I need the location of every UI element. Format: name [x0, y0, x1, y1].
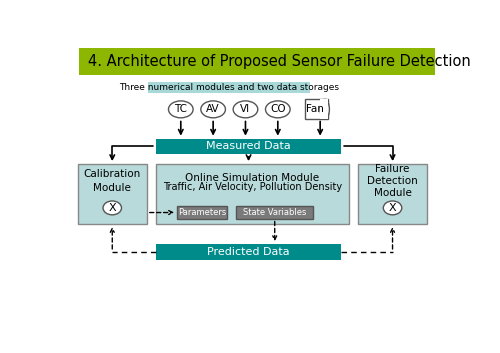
Text: X: X: [108, 203, 116, 213]
Text: Three numerical modules and two data storages: Three numerical modules and two data sto…: [120, 83, 340, 92]
Text: VI: VI: [240, 104, 250, 114]
Text: Traffic, Air Velocity, Pollution Density: Traffic, Air Velocity, Pollution Density: [163, 182, 342, 192]
Text: Predicted Data: Predicted Data: [207, 247, 290, 257]
Bar: [305, 99, 328, 119]
Bar: [358, 164, 427, 224]
Ellipse shape: [103, 201, 122, 215]
Text: Fan: Fan: [306, 104, 324, 114]
Bar: [156, 244, 341, 259]
Ellipse shape: [168, 101, 193, 118]
Text: Measured Data: Measured Data: [206, 141, 291, 151]
Text: TC: TC: [174, 104, 188, 114]
Bar: [156, 139, 341, 154]
Text: Online Simulation Module: Online Simulation Module: [186, 173, 320, 183]
Bar: [236, 207, 313, 219]
Bar: [148, 82, 310, 93]
Bar: [177, 207, 227, 219]
Ellipse shape: [266, 101, 290, 118]
Text: 4. Architecture of Proposed Sensor Failure Detection: 4. Architecture of Proposed Sensor Failu…: [88, 54, 471, 69]
Text: AV: AV: [206, 104, 220, 114]
Ellipse shape: [384, 201, 402, 215]
Text: CO: CO: [270, 104, 285, 114]
Text: Calibration
Module: Calibration Module: [84, 169, 141, 192]
Ellipse shape: [320, 99, 330, 119]
Ellipse shape: [233, 101, 258, 118]
Text: X: X: [388, 203, 396, 213]
Text: Failure
Detection
Module: Failure Detection Module: [367, 163, 418, 198]
Bar: [156, 164, 348, 224]
Ellipse shape: [201, 101, 226, 118]
Text: State Variables: State Variables: [243, 208, 306, 217]
Text: Parameters: Parameters: [178, 208, 226, 217]
Bar: [78, 164, 147, 224]
Bar: [79, 48, 435, 76]
Bar: [320, 99, 328, 119]
